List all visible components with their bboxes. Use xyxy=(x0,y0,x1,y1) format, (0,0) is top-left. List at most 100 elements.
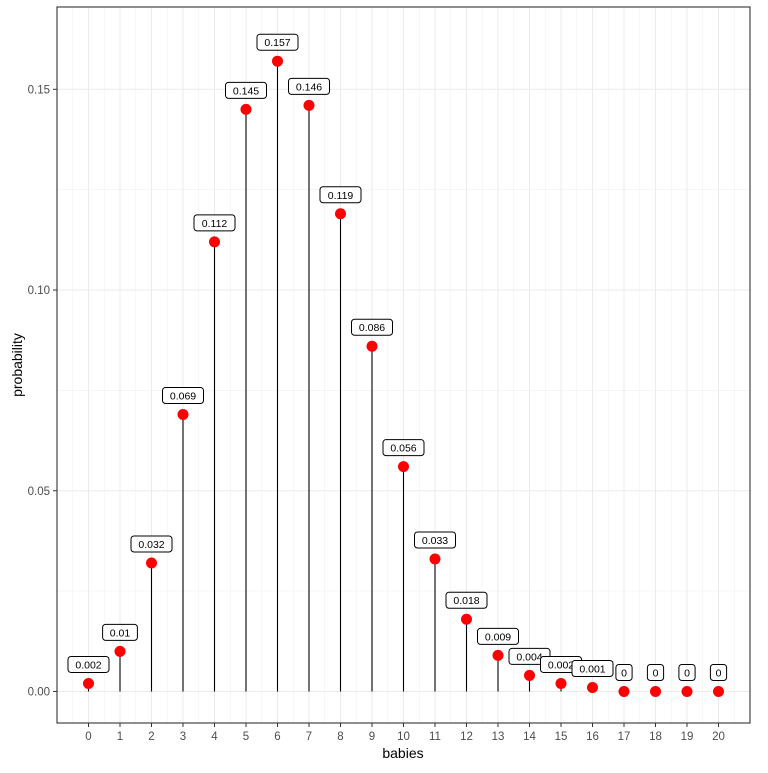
x-tick-label: 17 xyxy=(618,731,631,743)
data-label: 0.157 xyxy=(256,33,299,51)
x-tick-label: 20 xyxy=(712,731,725,743)
chart-marks xyxy=(83,55,724,697)
data-point xyxy=(555,677,567,689)
x-tick-label: 2 xyxy=(148,731,154,743)
data-point xyxy=(272,55,283,67)
data-point xyxy=(83,677,94,689)
data-label-box xyxy=(615,663,633,681)
x-tick-label: 15 xyxy=(555,731,568,743)
data-labels: 0.002 0.01 0.032 0.069 0.112 0.145 0.157 0.146 0… xyxy=(67,33,728,681)
data-label-text: 0.145 xyxy=(233,85,259,97)
data-label-text: 0.018 xyxy=(453,595,479,607)
data-label-box xyxy=(130,535,173,553)
data-label: 0.086 xyxy=(351,318,393,336)
x-tick-label: 14 xyxy=(523,731,536,743)
x-axis-label: babies xyxy=(382,745,423,761)
x-tick-label: 5 xyxy=(243,731,249,743)
data-point xyxy=(209,236,220,248)
data-point xyxy=(335,208,346,220)
data-label: 0.018 xyxy=(445,591,488,609)
data-label: 0.002 xyxy=(540,655,582,673)
y-tick-label: 0.05 xyxy=(28,486,50,498)
data-label-text: 0.119 xyxy=(328,190,354,202)
x-tick-label: 16 xyxy=(586,731,599,743)
data-label: 0.056 xyxy=(382,439,425,457)
data-label-box xyxy=(571,659,614,677)
data-point xyxy=(398,461,409,473)
x-tick-label: 9 xyxy=(369,731,375,743)
x-tick-label: 19 xyxy=(681,731,694,743)
data-point xyxy=(587,681,598,693)
data-label: 0.146 xyxy=(288,77,330,95)
x-tick-label: 11 xyxy=(429,731,441,743)
data-label-box xyxy=(382,439,425,457)
data-label: 0.033 xyxy=(414,531,456,549)
data-label-text: 0.033 xyxy=(422,535,448,547)
data-label-text: 0 xyxy=(716,667,722,679)
data-label: 0.002 xyxy=(67,655,110,673)
data-label: 0 xyxy=(678,663,696,681)
data-label-box xyxy=(162,386,204,404)
data-label-text: 0.056 xyxy=(390,443,416,455)
data-label: 0.112 xyxy=(193,214,236,232)
data-label-text: 0 xyxy=(653,667,659,679)
data-label-box xyxy=(193,214,236,232)
data-point xyxy=(524,669,535,681)
data-point xyxy=(114,645,126,657)
data-label: 0.01 xyxy=(102,623,138,641)
data-label-text: 0.002 xyxy=(548,659,574,671)
data-label-box xyxy=(477,627,519,645)
data-label: 0 xyxy=(709,663,728,681)
data-point xyxy=(146,557,157,569)
data-label-box xyxy=(414,531,456,549)
data-label: 0.119 xyxy=(319,186,362,204)
data-label-text: 0.157 xyxy=(264,37,290,49)
data-point xyxy=(303,99,315,111)
y-tick-label: 0.00 xyxy=(28,686,50,698)
data-point xyxy=(461,613,472,625)
y-tick-label: 0.10 xyxy=(28,285,50,297)
x-tick-label: 4 xyxy=(211,731,218,743)
data-label-box xyxy=(319,186,362,204)
data-label-box xyxy=(102,623,138,641)
x-tick-label: 3 xyxy=(180,731,186,743)
data-label-text: 0.146 xyxy=(296,81,322,93)
data-label-text: 0.002 xyxy=(75,659,101,671)
x-tick-label: 10 xyxy=(397,731,410,743)
x-tick-label: 13 xyxy=(492,731,505,743)
data-label-box xyxy=(67,655,110,673)
y-axis-label: probability xyxy=(9,333,25,397)
x-tick-label: 8 xyxy=(337,731,343,743)
data-point xyxy=(429,553,441,565)
data-label-text: 0.112 xyxy=(202,218,228,230)
x-tick-label: 12 xyxy=(460,731,473,743)
data-label-text: 0.009 xyxy=(485,631,511,643)
data-label: 0.001 xyxy=(571,659,614,677)
data-label: 0.145 xyxy=(225,81,267,99)
data-label-text: 0.001 xyxy=(579,663,605,675)
data-label: 0.009 xyxy=(477,627,519,645)
data-point xyxy=(366,340,378,352)
data-point xyxy=(492,649,504,661)
data-label-text: 0 xyxy=(684,667,690,679)
data-point xyxy=(177,408,189,420)
data-point xyxy=(618,685,630,697)
data-label-text: 0.086 xyxy=(359,322,385,334)
x-tick-label: 0 xyxy=(85,731,91,743)
data-label-box xyxy=(709,663,728,681)
data-label-text: 0 xyxy=(621,667,627,679)
data-label-text: 0.01 xyxy=(110,627,131,639)
x-tick-label: 18 xyxy=(649,731,662,743)
data-label-box xyxy=(351,318,393,336)
data-label-text: 0.032 xyxy=(138,539,164,551)
data-label-box xyxy=(225,81,267,99)
x-tick-label: 1 xyxy=(117,731,123,743)
data-point xyxy=(240,103,252,115)
axes: 0.000.050.100.150 1 2 3 4 5 6 7 8 9 10 11 12 13 14 15 16… xyxy=(28,84,725,743)
data-label-text: 0.004 xyxy=(516,651,542,663)
data-label: 0 xyxy=(646,663,665,681)
data-label-box xyxy=(288,77,330,95)
data-label-box xyxy=(646,663,665,681)
data-label-box xyxy=(256,33,299,51)
